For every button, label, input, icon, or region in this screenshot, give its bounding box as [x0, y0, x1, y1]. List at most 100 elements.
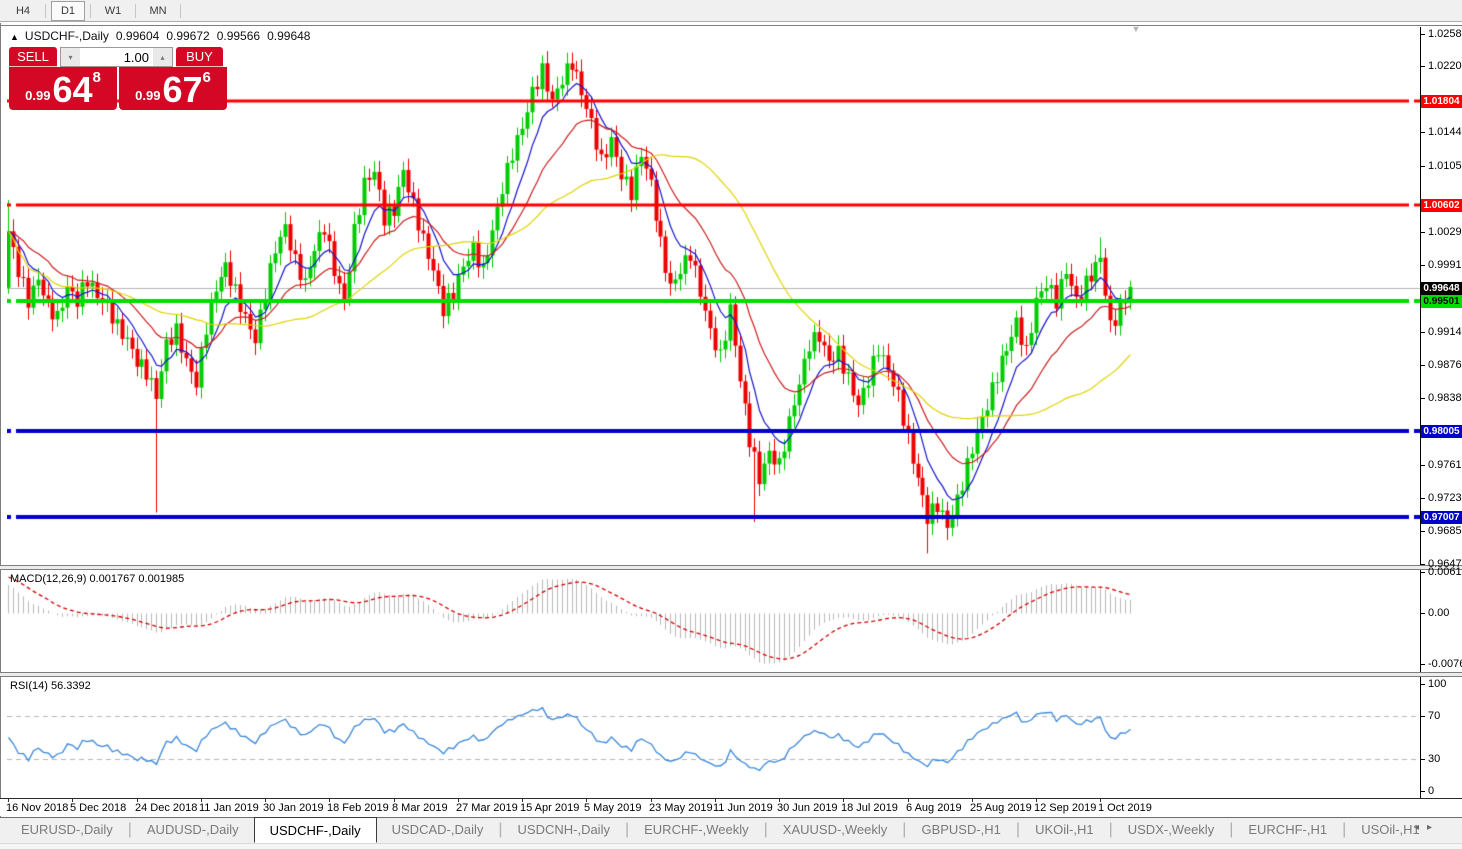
- macd-axis-label: -0.00761: [1428, 658, 1462, 670]
- timeframe-button-w1[interactable]: W1: [104, 4, 122, 17]
- axis-tick: [1421, 759, 1425, 760]
- axis-tick: [1421, 716, 1425, 717]
- chart-tab-ukoil-h1[interactable]: UKOil-,H1: [1035, 822, 1094, 837]
- time-axis-label: 15 Apr 2019: [520, 802, 580, 814]
- time-axis-label: 18 Jul 2019: [841, 802, 898, 814]
- chart-window-top-border: [0, 25, 1462, 26]
- time-axis-label: 6 Aug 2019: [906, 802, 962, 814]
- rsi-axis-label: 100: [1428, 678, 1447, 690]
- time-axis-tick: [1036, 799, 1037, 802]
- tab-separator: |: [902, 821, 907, 838]
- tab-separator: |: [498, 821, 503, 838]
- tab-scroll-arrows: ◂▸: [1414, 822, 1440, 833]
- buy-button[interactable]: BUY: [176, 47, 223, 67]
- price-axis-badge: 0.97007: [1421, 511, 1462, 524]
- sell-price-panel[interactable]: 0.99 64 8: [9, 67, 117, 110]
- time-axis-label: 30 Jan 2019: [263, 802, 324, 814]
- chart-tab-eurusd-daily[interactable]: EURUSD-,Daily: [21, 822, 113, 837]
- time-axis-tick: [1100, 799, 1101, 802]
- panel-splitter[interactable]: [0, 672, 1462, 677]
- axis-tick: [1421, 265, 1425, 266]
- time-axis-tick: [265, 799, 266, 802]
- chart-tab-usdcnh-daily[interactable]: USDCNH-,Daily: [517, 822, 610, 837]
- time-axis-tick: [586, 799, 587, 802]
- chart-tab-xauusd-weekly[interactable]: XAUUSD-,Weekly: [782, 822, 888, 837]
- volume-increase-button[interactable]: ▴: [153, 48, 172, 66]
- chart-tab-bar: EURUSD-,Daily | AUDUSD-,Daily USDCHF-,Daily…: [0, 817, 1462, 843]
- axis-tick: [1421, 398, 1425, 399]
- rsi-axis-label: 30: [1428, 753, 1441, 765]
- price-axis-border: [1420, 27, 1421, 798]
- one-click-trading-widget: SELL ▾ ▴ BUY 0.99 64 8 0.99 67 6: [9, 47, 227, 110]
- axis-tick: [1421, 232, 1425, 233]
- volume-stepper: ▾ ▴: [60, 47, 173, 67]
- toolbar-separator: [135, 3, 136, 18]
- tab-separator: |: [1229, 821, 1234, 838]
- rsi-axis-label: 70: [1428, 710, 1441, 722]
- price-axis-badge: 0.99501: [1421, 295, 1462, 308]
- time-axis-label: 24 Dec 2018: [135, 802, 198, 814]
- time-axis-tick: [458, 799, 459, 802]
- price-axis-badge: 1.00602: [1421, 199, 1462, 212]
- axis-tick: [1421, 684, 1425, 685]
- rsi-label: RSI(14) 56.3392: [10, 680, 91, 692]
- sell-price-sup: 8: [92, 69, 101, 86]
- price-axis-badge: 1.01804: [1421, 95, 1462, 108]
- chart-tab-usdcad-daily[interactable]: USDCAD-,Daily: [391, 822, 484, 837]
- panel-splitter[interactable]: [0, 565, 1462, 570]
- axis-tick: [1421, 572, 1425, 573]
- tab-separator: |: [763, 821, 768, 838]
- time-axis[interactable]: 16 Nov 2018 5 Dec 2018 24 Dec 2018 11 Jan 2…: [0, 799, 1462, 816]
- timeframe-button-d1[interactable]: D1: [51, 0, 85, 21]
- time-axis-tick: [972, 799, 973, 802]
- time-axis-tick: [522, 799, 523, 802]
- axis-tick: [1421, 498, 1425, 499]
- tab-scroll-left-icon[interactable]: ◂: [1413, 822, 1427, 833]
- chart-window-left-border: [0, 23, 1, 817]
- time-axis-label: 5 May 2019: [584, 802, 642, 814]
- macd-panel-canvas[interactable]: [7, 570, 1420, 672]
- time-axis-tick: [843, 799, 844, 802]
- rsi-panel-canvas[interactable]: [7, 677, 1420, 798]
- axis-tick: [1421, 132, 1425, 133]
- timeframe-button-h4[interactable]: H4: [15, 4, 31, 17]
- chart-tab-audusd-daily[interactable]: AUDUSD-,Daily: [146, 822, 239, 837]
- tab-scroll-right-icon[interactable]: ▸: [1426, 822, 1440, 833]
- volume-decrease-button[interactable]: ▾: [61, 48, 80, 66]
- chart-tab-eurchf-weekly[interactable]: EURCHF-,Weekly: [644, 822, 749, 837]
- time-axis-tick: [201, 799, 202, 802]
- price-chart-canvas[interactable]: [7, 27, 1420, 565]
- price-axis-badge: 0.98005: [1421, 425, 1462, 438]
- toolbar-separator: [45, 3, 46, 18]
- time-axis-tick: [394, 799, 395, 802]
- time-axis-tick: [72, 799, 73, 802]
- chart-tab-usdchf-daily[interactable]: USDCHF-,Daily: [253, 817, 377, 843]
- tab-bar-strip: [0, 843, 1462, 849]
- time-axis-tick: [715, 799, 716, 802]
- chart-tab-usdx-weekly[interactable]: USDX-,Weekly: [1127, 822, 1215, 837]
- time-axis-label: 25 Aug 2019: [970, 802, 1032, 814]
- toolbar-separator: [90, 3, 91, 18]
- axis-tick: [1421, 365, 1425, 366]
- volume-input[interactable]: [80, 48, 153, 66]
- timeframe-button-mn[interactable]: MN: [149, 4, 167, 17]
- time-axis-label: 11 Jan 2019: [199, 802, 259, 814]
- macd-label: MACD(12,26,9) 0.001767 0.001985: [10, 573, 185, 585]
- buy-price-panel[interactable]: 0.99 67 6: [119, 67, 227, 110]
- price-axis-label: 1.01050: [1428, 160, 1462, 172]
- time-axis-label: 5 Dec 2018: [70, 802, 127, 814]
- chart-tab-eurchf-h1[interactable]: EURCHF-,H1: [1248, 822, 1328, 837]
- chart-tab-gbpusd-h1[interactable]: GBPUSD-,H1: [921, 822, 1001, 837]
- chart-tab-usoil-h1[interactable]: USOil-,H1: [1361, 822, 1420, 837]
- sell-button[interactable]: SELL: [9, 47, 57, 67]
- time-axis-label: 16 Nov 2018: [6, 802, 69, 814]
